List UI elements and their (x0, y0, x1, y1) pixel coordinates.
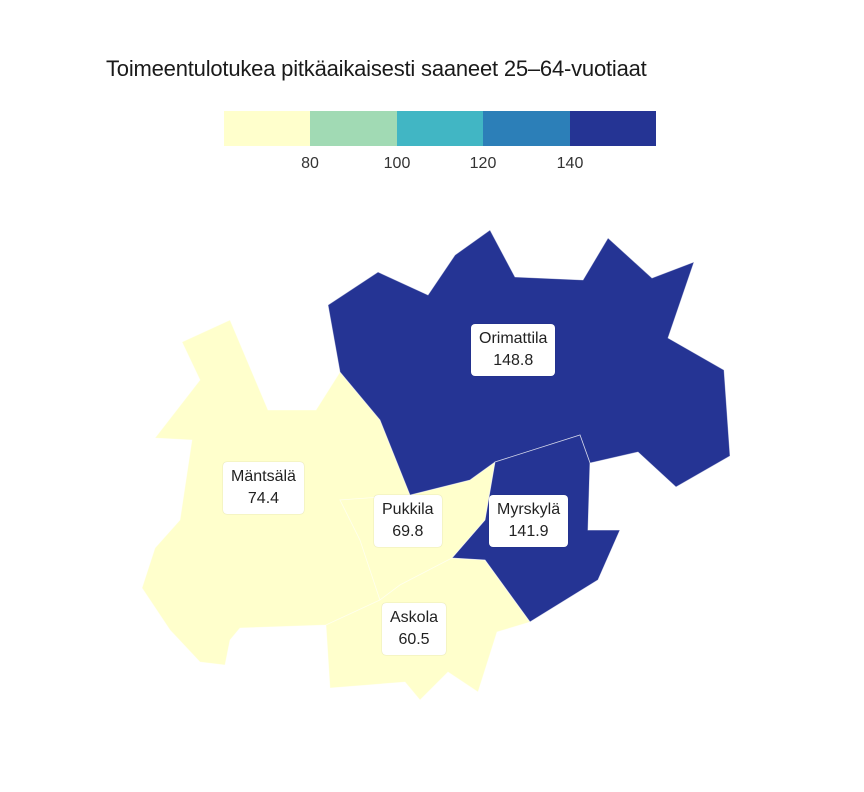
region-label-orimattila: Orimattila 148.8 (471, 324, 556, 376)
legend-swatch-5 (569, 111, 657, 146)
region-label-pukkila: Pukkila 69.8 (374, 495, 442, 547)
region-value: 148.8 (493, 352, 534, 369)
region-name: Orimattila (479, 330, 548, 347)
legend-tick: 140 (556, 155, 584, 172)
region-name: Mäntsälä (231, 468, 296, 485)
legend-swatch-1 (224, 111, 311, 146)
region-name: Myrskylä (497, 501, 561, 518)
region-name: Pukkila (382, 501, 434, 518)
color-legend (224, 111, 657, 147)
region-value: 69.8 (392, 523, 424, 540)
legend-ticks: 80 100 120 140 (0, 155, 864, 175)
legend-tick: 80 (301, 155, 319, 172)
region-value: 60.5 (398, 631, 430, 648)
legend-swatch-3 (396, 111, 484, 146)
legend-swatch-4 (483, 111, 570, 146)
region-label-mantsala: Mäntsälä 74.4 (223, 462, 304, 514)
legend-swatch-2 (310, 111, 397, 146)
legend-tick: 100 (383, 155, 411, 172)
map-title: Toimeentulotukea pitkäaikaisesti saaneet… (106, 56, 647, 81)
region-name: Askola (390, 609, 439, 626)
region-value: 141.9 (508, 523, 549, 540)
region-value: 74.4 (247, 490, 280, 507)
region-label-myrskyla: Myrskylä 141.9 (489, 495, 569, 547)
legend-tick: 120 (469, 155, 497, 172)
region-label-askola: Askola 60.5 (382, 603, 447, 655)
